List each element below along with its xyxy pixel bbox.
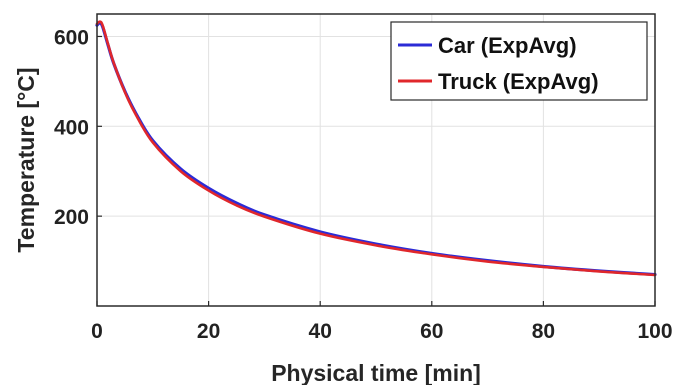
x-tick-label: 40 [309, 320, 332, 343]
series-line-truck [95, 20, 657, 277]
x-tick-label: 0 [91, 320, 103, 343]
x-tick-label: 80 [532, 320, 555, 343]
x-tick-label: 20 [197, 320, 220, 343]
legend: Car (ExpAvg) Truck (ExpAvg) [390, 21, 648, 101]
tick-labels: 0 20 40 60 80 100 200 400 600 [54, 26, 673, 343]
series-lines [95, 20, 657, 277]
x-tick-label: 100 [637, 320, 672, 343]
x-axis-label: Physical time [min] [271, 360, 481, 385]
legend-label-car: Car (ExpAvg) [438, 33, 577, 58]
legend-box [390, 21, 648, 101]
y-tick-label: 200 [54, 206, 89, 229]
legend-label-truck: Truck (ExpAvg) [438, 69, 599, 94]
plot-frame [96, 13, 656, 307]
x-tick-label: 60 [420, 320, 443, 343]
y-axis-label: Temperature [°C] [13, 67, 39, 252]
y-tick-label: 400 [54, 116, 89, 139]
y-tick-label: 600 [54, 26, 89, 49]
